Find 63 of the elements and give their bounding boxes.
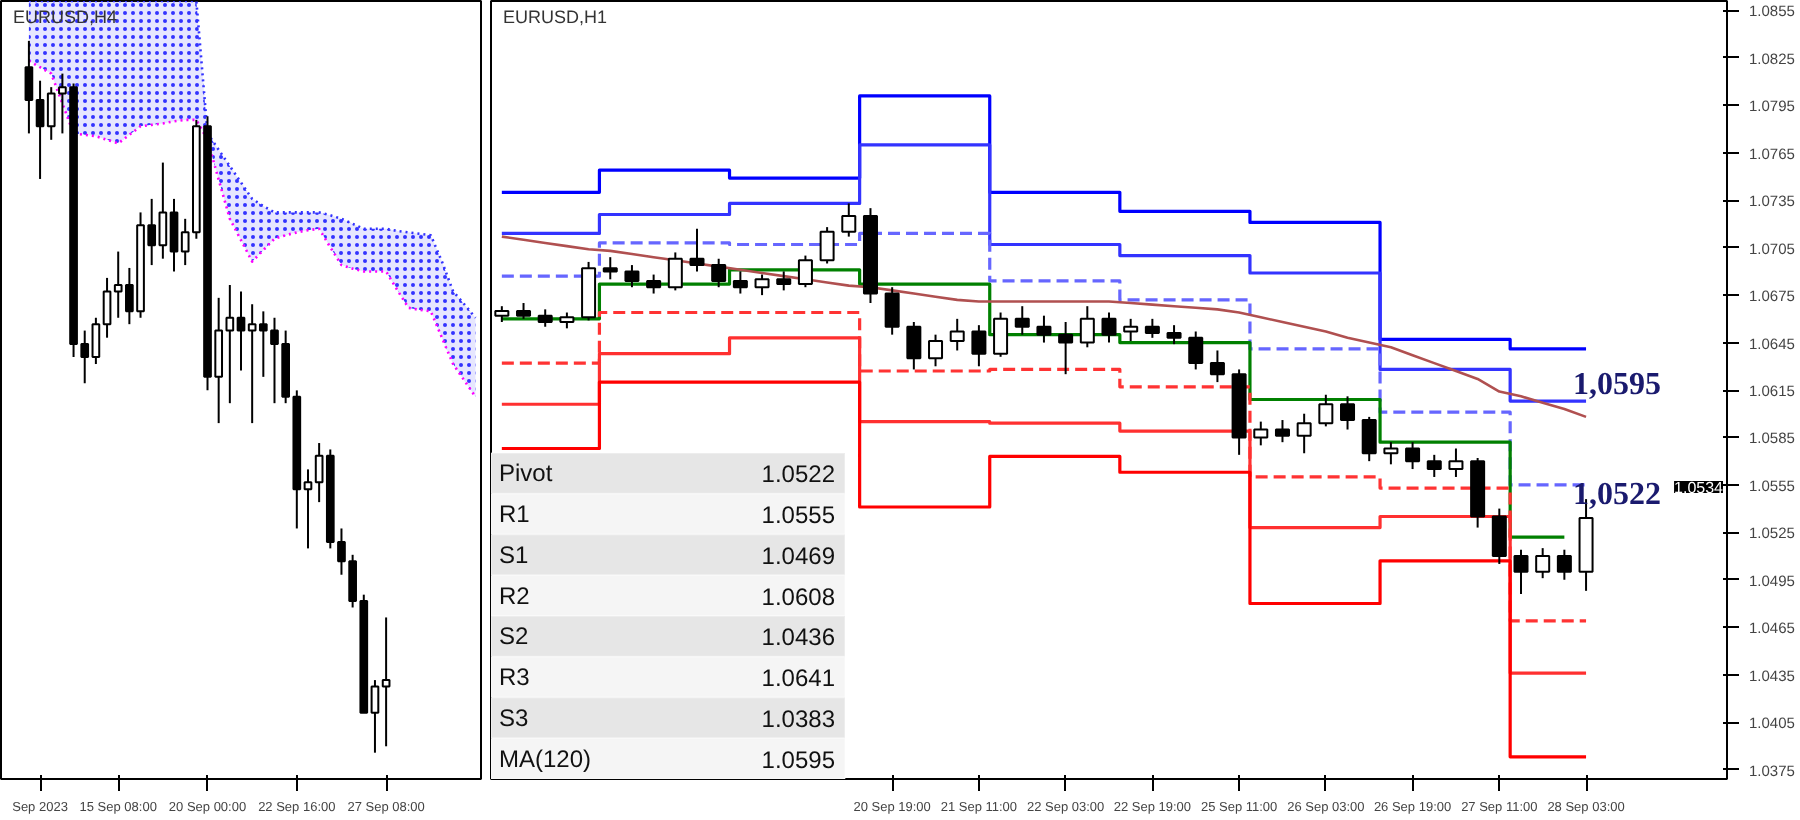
candlestick — [1079, 305, 1095, 349]
candlestick — [1361, 415, 1377, 463]
candlestick — [1513, 548, 1529, 595]
annotation: S1 — [499, 540, 530, 569]
candlestick — [1318, 393, 1334, 428]
annotation: Pivot — [499, 459, 554, 488]
candlestick — [1144, 317, 1160, 339]
annotation: R3 — [499, 663, 531, 692]
candlestick — [819, 226, 835, 265]
annotation: 1.0641 — [761, 664, 836, 693]
candlestick — [1188, 330, 1204, 371]
annotation: 1.0608 — [761, 582, 836, 611]
candlestick — [1556, 548, 1572, 581]
candlestick — [1448, 447, 1464, 478]
annotation: 1.0595 — [761, 745, 836, 774]
annotation: S3 — [499, 703, 530, 732]
annotation: 1.0469 — [761, 541, 836, 570]
candlestick — [776, 270, 792, 292]
candlestick — [1383, 441, 1399, 466]
candlestick — [1058, 321, 1074, 376]
chart-title: EURUSD,H4 — [13, 7, 118, 27]
chart-title: EURUSD,H1 — [503, 7, 608, 27]
candlestick — [732, 270, 748, 295]
candlestick — [928, 333, 944, 368]
annotation: 1.0522 — [761, 460, 836, 489]
annotation: 1.0555 — [761, 501, 836, 530]
candlestick — [1426, 453, 1442, 478]
annotation: MA(120) — [499, 744, 592, 773]
candlestick — [1014, 305, 1030, 336]
candlestick — [1296, 412, 1312, 455]
annotation: 1.0436 — [761, 623, 836, 652]
candlestick — [1491, 507, 1507, 565]
candlestick — [906, 321, 922, 371]
candlestick — [841, 202, 857, 238]
annotation: R2 — [499, 581, 531, 610]
candlestick — [1101, 311, 1117, 344]
annotation: S2 — [499, 622, 530, 651]
candlestick — [1209, 349, 1225, 384]
annotation: 1,0522 — [1573, 478, 1661, 512]
candlestick — [646, 273, 662, 295]
candlestick — [971, 324, 987, 368]
candlestick — [754, 273, 770, 297]
annotation: 1,0595 — [1573, 368, 1661, 402]
candlestick — [797, 254, 813, 289]
annotation: 1.0383 — [761, 704, 836, 733]
annotation: 1.0534 — [1674, 479, 1725, 497]
candlestick — [884, 286, 900, 336]
candlestick — [1123, 317, 1139, 342]
candlestick — [1340, 395, 1356, 431]
candlestick — [711, 257, 727, 289]
candlestick — [949, 317, 965, 352]
candlestick — [993, 311, 1009, 358]
candlestick — [1253, 420, 1269, 447]
candlestick — [1274, 419, 1290, 444]
candlestick — [1405, 441, 1421, 471]
candlestick — [1535, 547, 1551, 580]
annotation: R1 — [499, 500, 531, 529]
candlestick — [624, 264, 640, 289]
candlestick — [1166, 324, 1182, 346]
candlestick — [602, 256, 618, 281]
candlestick — [1036, 314, 1052, 344]
candlestick — [689, 227, 705, 273]
candlestick — [667, 251, 683, 292]
